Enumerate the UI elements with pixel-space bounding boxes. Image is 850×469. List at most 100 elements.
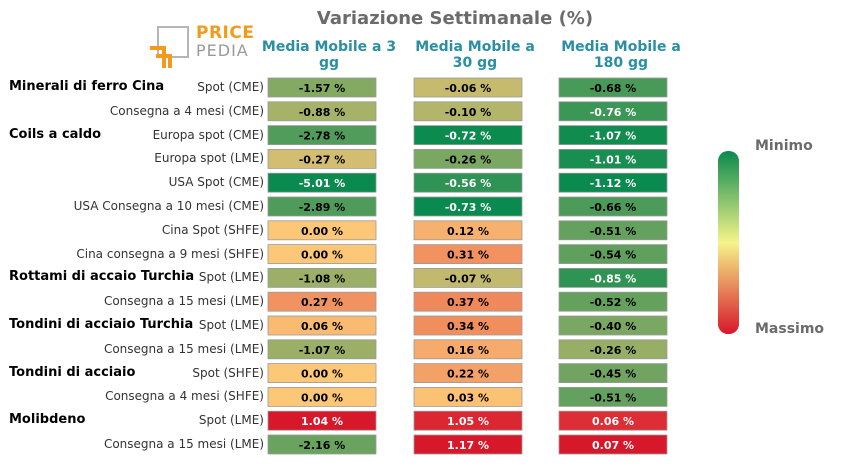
- cell-value-label: -0.66 %: [590, 201, 637, 214]
- cell-value-label: 0.12 %: [447, 225, 489, 238]
- cell-value-label: -1.07 %: [590, 130, 637, 143]
- row-label: Consegna a 4 mesi (SHFE): [105, 389, 264, 404]
- row-label: Spot (LME): [198, 318, 264, 332]
- cell-value-label: -2.89 %: [299, 201, 346, 214]
- heatmap-cell: [558, 244, 668, 265]
- row-label: Spot (LME): [198, 413, 264, 428]
- heatmap-cell: [558, 339, 668, 360]
- cell-value-label: 0.00 %: [301, 225, 343, 238]
- heatmap-cell: [413, 220, 523, 241]
- cell-value-label: 0.34 %: [447, 320, 489, 333]
- row-label: Consegna a 15 mesi (LME): [103, 437, 264, 451]
- cell-value-label: 0.00 %: [301, 249, 343, 262]
- cell-value-label: -2.78 %: [299, 130, 346, 143]
- heatmap-cell: [558, 434, 668, 455]
- heatmap-cell: [413, 434, 523, 455]
- heatmap-cell: [267, 410, 377, 431]
- row-label: Cina consegna a 9 mesi (SHFE): [76, 246, 264, 261]
- row-label: Consegna a 15 mesi (LME): [103, 341, 264, 356]
- heatmap-cell: [413, 196, 523, 217]
- cell-value-label: 0.16 %: [447, 344, 489, 357]
- row-label: USA Consegna a 10 mesi (CME): [73, 199, 264, 213]
- group-label: Tondini di acciaio Turchia: [9, 317, 194, 332]
- heatmap-cell: [413, 410, 523, 431]
- heatmap-cell: [413, 315, 523, 336]
- heatmap-cell: [267, 315, 377, 336]
- group-label: Molibdeno: [9, 412, 86, 428]
- row-label: Spot (LME): [198, 270, 264, 285]
- cell-value-label: 0.07 %: [592, 439, 634, 452]
- cell-value-label: -0.27 %: [299, 153, 346, 166]
- row-label: Consegna a 4 mesi (CME): [109, 103, 264, 118]
- cell-value-label: 1.17 %: [447, 439, 489, 452]
- row-label: Spot (SHFE): [192, 365, 264, 380]
- cell-value-label: -5.01 %: [299, 177, 346, 190]
- cell-value-label: -0.26 %: [445, 153, 492, 166]
- heatmap-cell: [413, 148, 523, 169]
- cell-value-label: 0.00 %: [301, 391, 343, 404]
- heatmap-cell: [558, 291, 668, 312]
- cell-value-label: -1.12 %: [590, 177, 637, 190]
- cell-value-label: 0.22 %: [447, 368, 489, 381]
- cell-value-label: -2.16 %: [299, 439, 346, 452]
- cell-value-label: -0.54 %: [590, 249, 637, 262]
- cell-value-label: -0.51 %: [590, 225, 637, 238]
- heatmap-cell: [558, 363, 668, 384]
- row-label: Europa spot (LME): [154, 151, 264, 166]
- heatmap-cell: [558, 148, 668, 169]
- cell-value-label: -0.10 %: [445, 106, 492, 119]
- heatmap-cell: [267, 244, 377, 265]
- heatmap-cell: [413, 339, 523, 360]
- cell-value-label: -0.56 %: [445, 177, 492, 190]
- column-header-3gg: Media Mobile a 3 gg: [261, 39, 397, 71]
- heatmap-cell: [267, 77, 377, 98]
- cell-value-label: -0.85 %: [590, 272, 637, 285]
- heatmap-cell: [558, 77, 668, 98]
- column-header-180gg: Media Mobile a 180 gg: [561, 39, 681, 71]
- cell-value-label: -0.72 %: [445, 130, 492, 143]
- group-label: Rottami di accaio Turchia: [9, 269, 195, 285]
- cell-value-label: 0.27 %: [301, 296, 343, 309]
- heatmap-cell: [267, 267, 377, 288]
- cell-value-label: 0.00 %: [301, 368, 343, 381]
- heatmap-cell: [267, 386, 377, 407]
- cell-value-label: -0.51 %: [590, 391, 637, 404]
- cell-value-label: 0.31 %: [447, 249, 489, 262]
- cell-value-label: 0.06 %: [592, 415, 634, 428]
- logo-text-price: PRICE: [196, 23, 255, 43]
- heatmap-cell: [267, 101, 377, 122]
- group-label: Tondini di acciaio: [9, 364, 136, 380]
- cell-value-label: 1.05 %: [447, 415, 489, 428]
- column-header-30gg: Media Mobile a 30 gg: [415, 39, 535, 71]
- heatmap-cell: [267, 220, 377, 241]
- logo-text-pedia: PEDIA: [196, 41, 249, 60]
- heatmap-cell: [413, 267, 523, 288]
- scale-min-label: Minimo: [755, 138, 813, 154]
- heatmap-cell: [413, 386, 523, 407]
- row-label: Consegna a 15 mesi (LME): [103, 294, 264, 309]
- cell-value-label: -0.07 %: [445, 272, 492, 285]
- logo-mark-icon: [150, 26, 189, 68]
- heatmap-cell: [267, 148, 377, 169]
- heatmap-cell: [413, 172, 523, 193]
- heatmap-cell: [558, 220, 668, 241]
- cell-value-label: -0.40 %: [590, 320, 637, 333]
- heatmap-cell: [413, 244, 523, 265]
- cell-value-label: 0.03 %: [447, 391, 489, 404]
- cell-value-label: -0.45 %: [590, 368, 637, 381]
- cell-value-label: -1.07 %: [299, 344, 346, 357]
- row-label: Cina Spot (SHFE): [161, 222, 264, 237]
- cell-value-label: -1.08 %: [299, 272, 346, 285]
- cell-value-label: -1.01 %: [590, 153, 637, 166]
- cell-value-label: -0.88 %: [299, 106, 346, 119]
- cell-value-label: -0.52 %: [590, 296, 637, 309]
- heatmap-cell: [558, 125, 668, 145]
- cell-value-label: -0.68 %: [590, 82, 637, 95]
- heatmap-cell: [558, 101, 668, 122]
- cell-value-label: -0.06 %: [445, 82, 492, 95]
- heatmap-cell: [413, 291, 523, 312]
- heatmap-cell: [558, 196, 668, 217]
- cell-value-label: -1.57 %: [299, 82, 346, 95]
- heatmap-cell: [267, 339, 377, 360]
